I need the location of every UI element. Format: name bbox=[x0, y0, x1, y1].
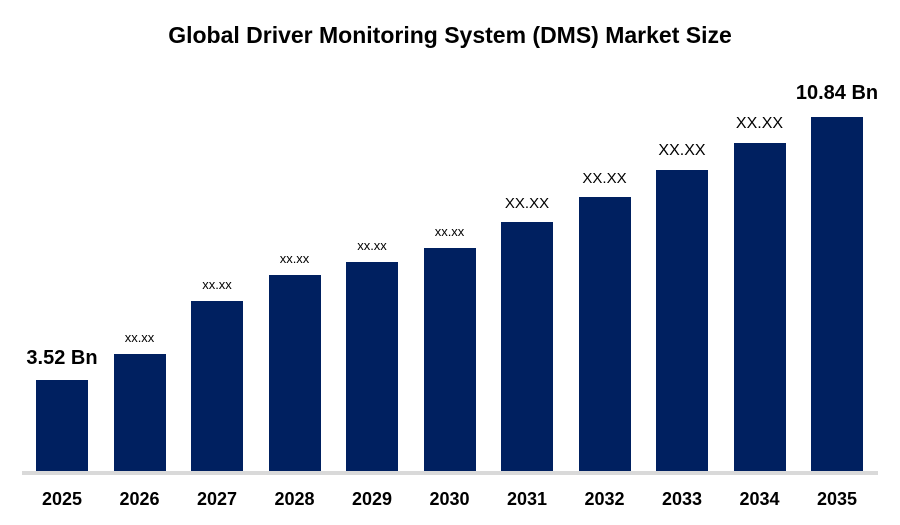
value-label-2033: XX.XX bbox=[658, 142, 706, 159]
bar-2028 bbox=[268, 275, 321, 471]
x-axis-label-2026: 2026 bbox=[119, 489, 160, 509]
value-label-2034: XX.XX bbox=[735, 115, 784, 132]
value-label-2035: 10.84 Bn bbox=[795, 82, 879, 104]
value-label-2032: XX.XX bbox=[582, 170, 627, 187]
value-label-2028: xx.xx bbox=[279, 251, 310, 266]
x-axis-label-2035: 2035 bbox=[816, 489, 858, 509]
bar-2030 bbox=[423, 248, 476, 471]
x-axis-label-2029: 2029 bbox=[351, 489, 393, 509]
value-label-2026: xx.xx bbox=[124, 330, 155, 345]
bar-2035 bbox=[811, 117, 863, 471]
bar-2025 bbox=[36, 380, 88, 471]
bar-2034 bbox=[733, 143, 786, 471]
value-label-2029: xx.xx bbox=[357, 238, 387, 253]
value-label-2030: xx.xx bbox=[434, 224, 465, 239]
value-label-2027: xx.xx bbox=[202, 277, 232, 292]
chart-title: Global Driver Monitoring System (DMS) Ma… bbox=[168, 22, 732, 48]
x-axis-label-2034: 2034 bbox=[739, 489, 780, 509]
value-label-2025: 3.52 Bn bbox=[26, 347, 98, 369]
bar-2027 bbox=[191, 301, 243, 471]
x-axis-label-2030: 2030 bbox=[429, 489, 470, 509]
bar-2029 bbox=[346, 262, 398, 471]
x-axis-label-2025: 2025 bbox=[41, 489, 83, 509]
bar-2032 bbox=[578, 197, 631, 471]
x-axis-label-2031: 2031 bbox=[506, 489, 548, 509]
x-axis-label-2028: 2028 bbox=[274, 489, 315, 509]
bar-2026 bbox=[113, 354, 166, 471]
bar-2033 bbox=[656, 170, 708, 471]
bar-2031 bbox=[501, 222, 553, 471]
value-label-2031: XX.XX bbox=[504, 195, 550, 212]
x-axis-label-2027: 2027 bbox=[196, 489, 238, 509]
x-axis-label-2032: 2032 bbox=[584, 489, 625, 509]
x-axis-line bbox=[22, 471, 878, 475]
x-axis-label-2033: 2033 bbox=[661, 489, 703, 509]
